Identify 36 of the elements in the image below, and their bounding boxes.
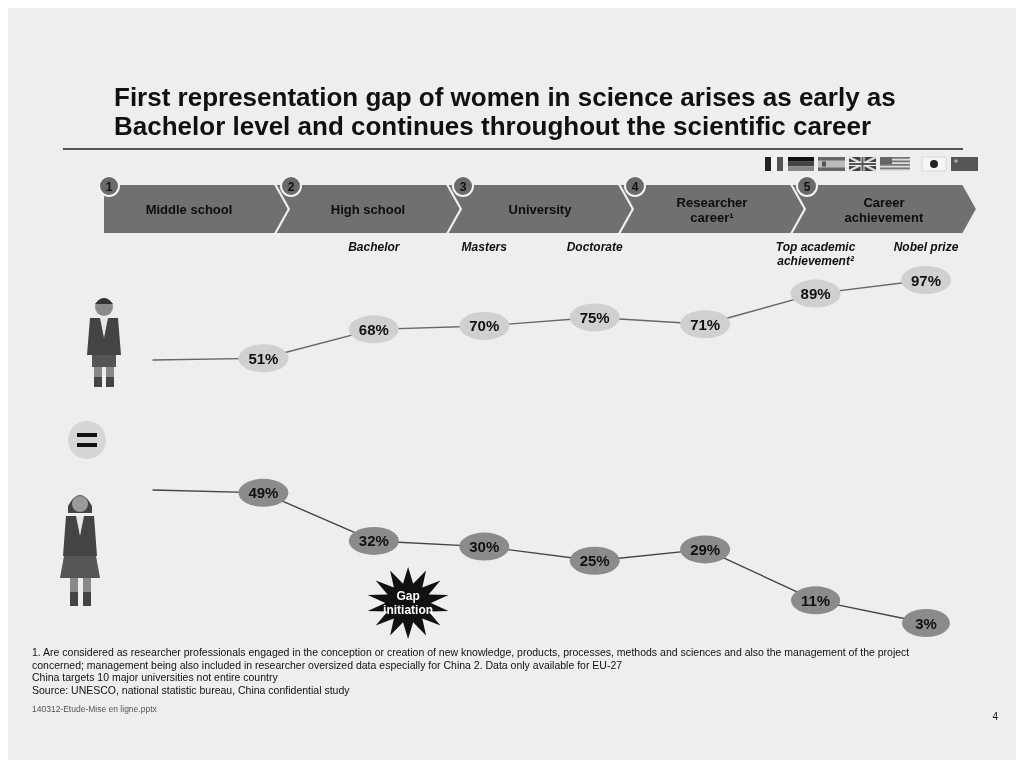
x-tick-label: Bachelor — [348, 240, 401, 254]
data-label: 51% — [248, 349, 279, 367]
data-label: 97% — [910, 271, 942, 289]
text: Middle school — [145, 202, 233, 217]
text: 2 — [287, 179, 295, 194]
x-tick-label: Nobel prize — [893, 240, 959, 254]
text: Career achievement — [844, 194, 925, 225]
x-tick-label: Doctorate — [566, 240, 624, 254]
x-tick-label: Top academic achievement² — [775, 240, 856, 268]
data-label: 71% — [690, 315, 721, 333]
data-label: 89% — [800, 285, 831, 303]
annotation: Gap initiation — [383, 589, 434, 617]
source-note: Source: UNESCO, national statistic bureau, China confidential study — [32, 683, 351, 696]
data-label: 30% — [469, 538, 500, 556]
data-label: 68% — [358, 320, 389, 338]
text: High school — [330, 202, 406, 217]
data-label: 49% — [248, 484, 279, 502]
data-label: 29% — [690, 540, 721, 558]
data-label: 3% — [915, 614, 937, 632]
data-label: 25% — [579, 552, 610, 570]
text: Researcher career¹ — [676, 194, 748, 225]
text: 4 — [631, 179, 639, 194]
text: 3 — [459, 179, 467, 194]
data-label: 11% — [800, 591, 831, 609]
text: 140312-Etude-Mise en ligne.pptx — [32, 704, 158, 714]
data-label: 70% — [469, 317, 500, 335]
data-label: 32% — [358, 532, 389, 550]
text: University — [508, 202, 573, 217]
text: 5 — [803, 179, 811, 194]
data-label: 75% — [579, 308, 610, 326]
text: 1. Are considered as researcher professionals engaged in the conception or creation of new knowledge, products, processes, methods and sciences and also the management of the project concerned; management being also included in researcher oversized data especially for China 2. Data only available for EU-27 — [32, 646, 910, 671]
text: 1 — [105, 179, 113, 194]
text: China targets 10 major universities not entire country — [32, 671, 279, 683]
text: 4 — [992, 711, 999, 722]
chart-title: First representation gap of women in science arises as early as Bachelor level and continues throughout the scientific career — [114, 82, 896, 141]
x-tick-label: Masters — [461, 240, 508, 254]
